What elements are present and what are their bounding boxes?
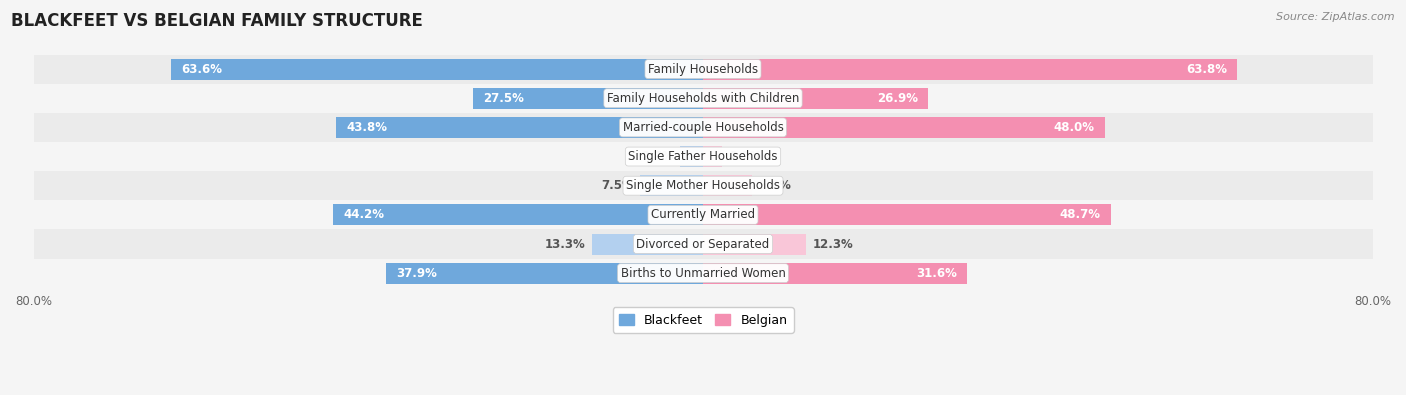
Bar bbox=[703, 175, 752, 196]
Text: 43.8%: 43.8% bbox=[346, 121, 388, 134]
Text: Currently Married: Currently Married bbox=[651, 208, 755, 221]
Bar bbox=[592, 233, 703, 254]
Text: 63.6%: 63.6% bbox=[181, 62, 222, 75]
Bar bbox=[472, 88, 703, 109]
Legend: Blackfeet, Belgian: Blackfeet, Belgian bbox=[613, 307, 793, 333]
Text: 2.7%: 2.7% bbox=[641, 150, 673, 163]
Text: 5.8%: 5.8% bbox=[758, 179, 792, 192]
Bar bbox=[34, 171, 1372, 200]
Bar bbox=[703, 88, 928, 109]
Text: 44.2%: 44.2% bbox=[343, 208, 384, 221]
Text: 26.9%: 26.9% bbox=[877, 92, 918, 105]
Bar bbox=[34, 84, 1372, 113]
Text: 48.0%: 48.0% bbox=[1053, 121, 1095, 134]
Text: Single Father Households: Single Father Households bbox=[628, 150, 778, 163]
Text: 48.7%: 48.7% bbox=[1060, 208, 1101, 221]
Text: Single Mother Households: Single Mother Households bbox=[626, 179, 780, 192]
Bar bbox=[681, 146, 703, 167]
Bar bbox=[703, 117, 1105, 138]
Text: Divorced or Separated: Divorced or Separated bbox=[637, 237, 769, 250]
Text: 7.5%: 7.5% bbox=[600, 179, 634, 192]
Text: Births to Unmarried Women: Births to Unmarried Women bbox=[620, 267, 786, 280]
Text: 12.3%: 12.3% bbox=[813, 237, 853, 250]
Bar bbox=[333, 204, 703, 225]
Text: Married-couple Households: Married-couple Households bbox=[623, 121, 783, 134]
Bar bbox=[34, 142, 1372, 171]
Bar bbox=[703, 233, 806, 254]
Text: 2.3%: 2.3% bbox=[728, 150, 762, 163]
Text: 37.9%: 37.9% bbox=[396, 267, 437, 280]
Bar bbox=[34, 259, 1372, 288]
Text: 31.6%: 31.6% bbox=[917, 267, 957, 280]
Text: Family Households with Children: Family Households with Children bbox=[607, 92, 799, 105]
Bar bbox=[640, 175, 703, 196]
Bar bbox=[34, 113, 1372, 142]
Bar bbox=[336, 117, 703, 138]
Text: Family Households: Family Households bbox=[648, 62, 758, 75]
Text: 27.5%: 27.5% bbox=[482, 92, 524, 105]
Text: 63.8%: 63.8% bbox=[1185, 62, 1227, 75]
Bar bbox=[34, 200, 1372, 229]
Bar bbox=[703, 146, 723, 167]
Bar bbox=[170, 58, 703, 79]
Bar bbox=[34, 55, 1372, 84]
Text: BLACKFEET VS BELGIAN FAMILY STRUCTURE: BLACKFEET VS BELGIAN FAMILY STRUCTURE bbox=[11, 12, 423, 30]
Bar bbox=[703, 58, 1237, 79]
Bar bbox=[34, 229, 1372, 259]
Text: Source: ZipAtlas.com: Source: ZipAtlas.com bbox=[1277, 12, 1395, 22]
Bar bbox=[703, 263, 967, 284]
Bar bbox=[385, 263, 703, 284]
Text: 13.3%: 13.3% bbox=[544, 237, 585, 250]
Bar bbox=[703, 204, 1111, 225]
